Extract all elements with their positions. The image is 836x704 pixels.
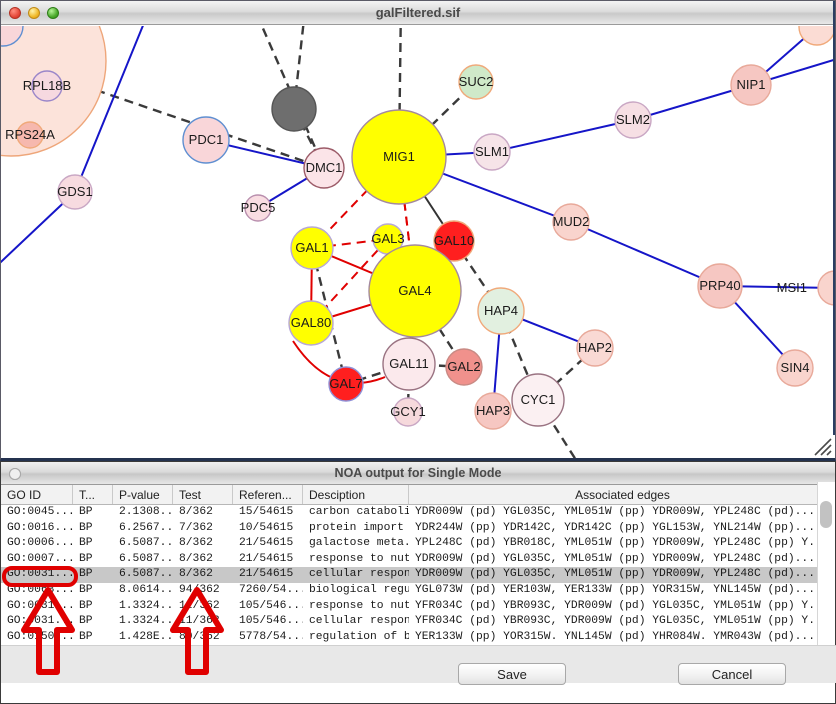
svg-text:PDC5: PDC5 bbox=[241, 200, 276, 215]
svg-text:GCY1: GCY1 bbox=[390, 404, 425, 419]
svg-text:GAL4: GAL4 bbox=[398, 283, 431, 298]
svg-text:SUC2: SUC2 bbox=[459, 74, 494, 89]
svg-text:GAL3: GAL3 bbox=[371, 231, 404, 246]
svg-text:MIG1: MIG1 bbox=[383, 149, 415, 164]
svg-text:GAL10: GAL10 bbox=[434, 233, 474, 248]
svg-text:RPS24A: RPS24A bbox=[5, 127, 55, 142]
svg-text:HAP2: HAP2 bbox=[578, 340, 612, 355]
svg-text:HAP4: HAP4 bbox=[484, 303, 518, 318]
svg-text:GDS1: GDS1 bbox=[57, 184, 92, 199]
svg-text:DMC1: DMC1 bbox=[306, 160, 343, 175]
svg-text:GAL11: GAL11 bbox=[389, 356, 429, 371]
svg-text:SLM1: SLM1 bbox=[475, 144, 509, 159]
svg-text:SLM2: SLM2 bbox=[616, 112, 650, 127]
svg-text:GAL7: GAL7 bbox=[329, 376, 362, 391]
svg-text:MUD2: MUD2 bbox=[553, 214, 590, 229]
svg-text:SIN4: SIN4 bbox=[781, 360, 810, 375]
svg-text:GAL1: GAL1 bbox=[295, 240, 328, 255]
svg-text:PRP40: PRP40 bbox=[699, 278, 740, 293]
svg-text:GAL80: GAL80 bbox=[291, 315, 331, 330]
svg-text:RPL18B: RPL18B bbox=[23, 78, 71, 93]
svg-text:GAL2: GAL2 bbox=[447, 359, 480, 374]
svg-text:CYC1: CYC1 bbox=[521, 392, 556, 407]
svg-text:HAP3: HAP3 bbox=[476, 403, 510, 418]
svg-text:MSI1: MSI1 bbox=[777, 280, 807, 295]
svg-text:NIP1: NIP1 bbox=[737, 77, 766, 92]
svg-text:PDC1: PDC1 bbox=[189, 132, 224, 147]
